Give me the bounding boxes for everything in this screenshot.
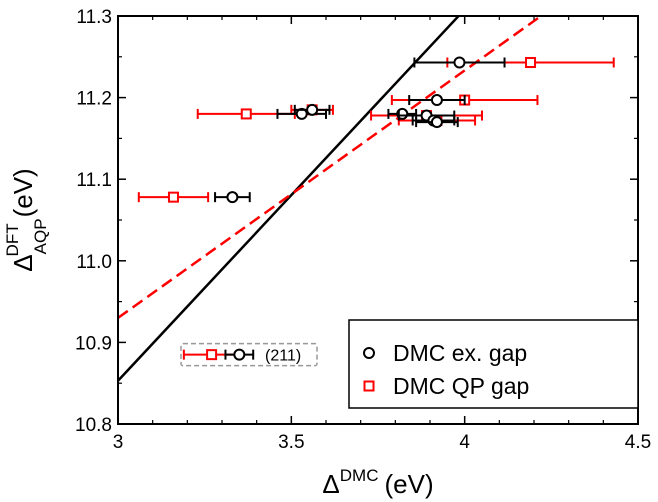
legend-box: [348, 319, 639, 409]
y-tick-label: 11.2: [76, 89, 112, 110]
x-axis-label-sup: DMC: [340, 466, 379, 485]
y-tick-label: 10.8: [75, 415, 112, 436]
qp-gap-point: [167, 191, 179, 203]
ex-fit-line: [118, 16, 461, 382]
annotation-group: (211): [180, 342, 318, 367]
y-tick-label: 11.0: [76, 252, 112, 273]
x-axis-label-main: Δ: [322, 469, 339, 499]
legend-square-marker: [363, 380, 375, 392]
legend-circle-marker: [363, 347, 375, 359]
x-tick-label: 4: [459, 432, 470, 453]
qp-gap-point: [240, 108, 252, 120]
annotation-box: [180, 342, 318, 367]
y-axis-label-sup: DFT: [3, 223, 22, 256]
qp-fit-line: [118, 16, 542, 319]
legend-entry-label: DMC QP gap: [393, 373, 529, 399]
ex-gap-point: [430, 116, 443, 129]
x-axis-label: ΔDMC (eV): [322, 466, 433, 499]
y-tick-label: 10.9: [75, 333, 112, 354]
x-tick-label: 4.5: [625, 432, 651, 453]
data-points: [137, 56, 615, 204]
y-axis-label-sub: AQP: [31, 218, 50, 254]
legend-entry-label: DMC ex. gap: [393, 340, 527, 366]
axis-ticks: 3 3.5 4 4.5 10.8 10.9 11.0 11.1 11.2 11.3: [75, 7, 651, 453]
y-axis-label-main: Δ: [8, 254, 38, 271]
qp-gap-point: [525, 57, 537, 69]
y-tick-label: 11.3: [76, 7, 112, 28]
x-axis-label-unit: (eV): [384, 469, 433, 499]
y-tick-label: 11.1: [76, 170, 112, 191]
annotation-label: (211): [265, 348, 301, 365]
qp-gap-point: [206, 349, 218, 361]
y-axis-label: ΔAQP DFT (eV): [3, 168, 50, 271]
fit-lines: [118, 16, 542, 382]
ex-gap-point: [453, 56, 466, 69]
y-axis-label-unit: (eV): [8, 168, 38, 217]
legend: DMC ex. gap DMC QP gap: [348, 319, 639, 409]
x-tick-label: 3.5: [278, 432, 304, 453]
ex-gap-point: [226, 191, 239, 204]
ex-gap-point: [430, 94, 443, 107]
ex-gap-point: [233, 348, 246, 361]
x-tick-label: 3: [113, 432, 124, 453]
ex-gap-point: [306, 103, 319, 116]
